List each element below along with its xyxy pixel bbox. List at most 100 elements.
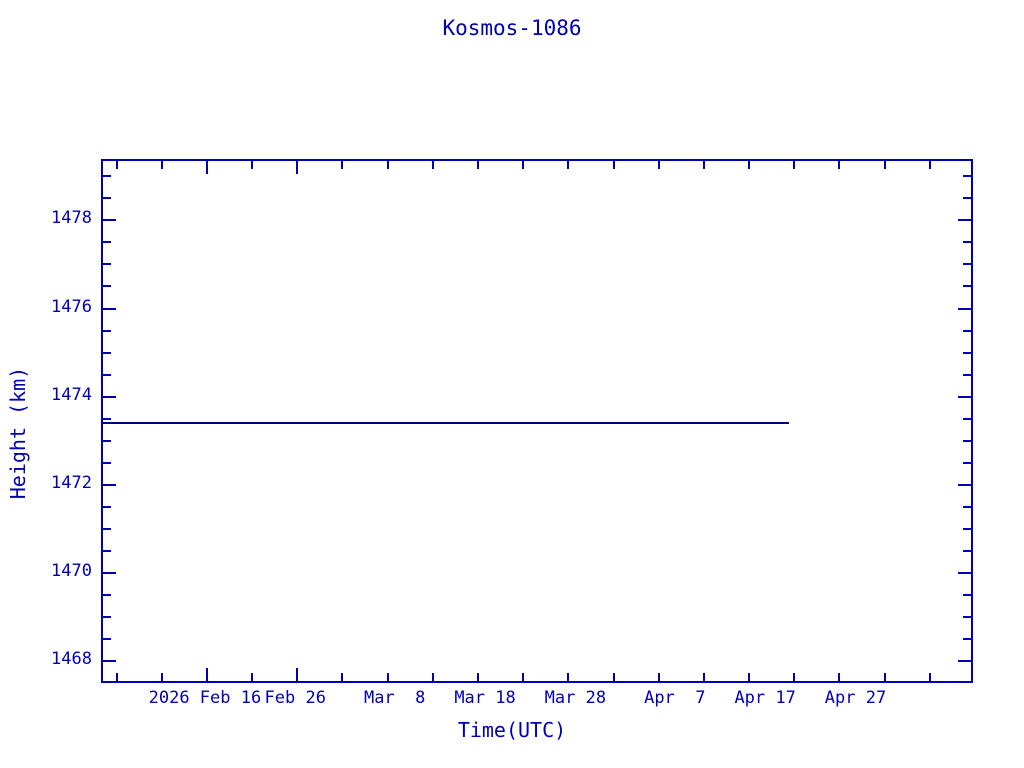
x-axis-tick xyxy=(160,673,163,681)
y-axis-tick xyxy=(963,461,971,464)
x-axis-tick xyxy=(205,161,208,174)
x-axis-tick xyxy=(928,161,931,169)
x-axis-tick xyxy=(702,673,705,681)
y-axis-tick xyxy=(103,637,111,640)
x-axis-tick xyxy=(115,161,118,169)
plot-area xyxy=(103,161,971,681)
x-axis-tick xyxy=(748,673,751,681)
x-axis-tick xyxy=(251,161,254,169)
x-axis-tick xyxy=(793,161,796,169)
x-axis-tick-label: Mar 18 xyxy=(454,688,516,708)
x-axis-tick-label: Apr 17 xyxy=(734,688,796,708)
y-axis-tick-label: 1476 xyxy=(51,296,92,317)
x-axis-tick xyxy=(296,668,299,681)
y-axis-tick xyxy=(958,483,971,486)
x-axis-tick xyxy=(838,673,841,681)
y-axis-tick xyxy=(103,571,116,574)
y-axis-tick xyxy=(963,329,971,332)
y-axis-tick-label: 1472 xyxy=(51,472,92,493)
x-axis-tick xyxy=(477,673,479,681)
x-axis-tick xyxy=(883,673,886,681)
y-axis-tick xyxy=(958,571,971,574)
x-axis-tick xyxy=(341,673,344,681)
y-axis-tick xyxy=(958,395,971,398)
y-axis-tick-labels: 1468 1470 1472 1474 1476 1478 xyxy=(0,0,92,768)
x-axis-tick-label: 2026 Feb 16 xyxy=(148,688,262,708)
x-axis-tick xyxy=(431,161,434,169)
y-axis-tick xyxy=(103,549,111,552)
y-axis-tick xyxy=(103,263,111,266)
y-axis-tick xyxy=(103,659,116,662)
x-axis-tick xyxy=(477,161,479,169)
data-series-line xyxy=(103,422,789,424)
y-axis-tick xyxy=(963,615,971,618)
x-axis-tick xyxy=(567,161,570,169)
y-axis-tick xyxy=(103,395,116,398)
y-axis-tick xyxy=(958,659,971,662)
y-axis-tick xyxy=(963,505,971,508)
y-axis-tick xyxy=(103,417,111,420)
x-axis-tick xyxy=(928,673,931,681)
y-axis-tick xyxy=(963,197,971,200)
y-axis-tick xyxy=(103,373,111,376)
x-axis-tick xyxy=(838,161,841,169)
x-axis-tick xyxy=(793,673,796,681)
y-axis-tick xyxy=(963,637,971,640)
y-axis-tick xyxy=(103,351,111,354)
plot-frame xyxy=(101,159,973,683)
y-axis-tick xyxy=(103,307,116,310)
y-axis-tick xyxy=(963,351,971,354)
y-axis-tick xyxy=(963,175,971,178)
y-axis-tick xyxy=(963,549,971,552)
y-axis-tick xyxy=(958,307,971,310)
y-axis-tick xyxy=(963,373,971,376)
x-axis-tick xyxy=(386,673,389,681)
y-axis-tick-label: 1474 xyxy=(51,384,92,405)
y-axis-tick xyxy=(958,219,971,222)
x-axis-tick xyxy=(567,673,570,681)
y-axis-tick-label: 1470 xyxy=(51,560,92,581)
y-axis-tick xyxy=(103,505,111,508)
y-axis-tick-label: 1468 xyxy=(51,648,92,669)
x-axis-tick xyxy=(296,161,299,174)
y-axis-tick xyxy=(103,527,111,530)
x-axis-tick-label: Apr 7 xyxy=(644,688,706,708)
x-axis-tick-label: Apr 27 xyxy=(824,688,887,708)
x-axis-tick xyxy=(431,673,434,681)
x-axis-tick xyxy=(386,161,389,169)
y-axis-tick xyxy=(103,483,116,486)
x-axis-tick-label: Feb 26 xyxy=(264,688,326,708)
x-axis-tick xyxy=(657,161,660,169)
y-axis-tick xyxy=(963,439,971,442)
x-axis-tick xyxy=(522,673,525,681)
y-axis-tick xyxy=(963,241,971,244)
y-axis-tick xyxy=(963,593,971,596)
x-axis-tick xyxy=(612,161,615,169)
y-axis-tick xyxy=(963,285,971,288)
y-axis-tick xyxy=(103,329,111,332)
x-axis-tick xyxy=(612,673,615,681)
y-axis-tick xyxy=(963,263,971,266)
x-axis-tick xyxy=(115,673,118,681)
y-axis-tick-label: 1478 xyxy=(51,208,92,229)
y-axis-tick xyxy=(103,285,111,288)
x-axis-tick-label: Mar 8 xyxy=(363,688,426,708)
x-axis-tick xyxy=(251,673,254,681)
x-axis-tick-label: Mar 28 xyxy=(544,688,607,708)
y-axis-tick xyxy=(103,241,111,244)
x-axis-tick xyxy=(205,668,208,681)
x-axis-tick xyxy=(341,161,344,169)
y-axis-tick xyxy=(103,197,111,200)
x-axis-tick-labels: 2026 Feb 16 Feb 26 Mar 8 Mar 18 Mar 28 Apr 7 A… xyxy=(0,688,1024,714)
x-axis-tick xyxy=(883,161,886,169)
y-axis-tick xyxy=(103,615,111,618)
x-axis-tick xyxy=(702,161,705,169)
x-axis-title: Time(UTC) xyxy=(457,718,567,742)
y-axis-tick xyxy=(103,439,111,442)
y-axis-tick xyxy=(963,527,971,530)
x-axis-tick xyxy=(657,673,660,681)
y-axis-tick xyxy=(963,417,971,420)
x-axis-tick xyxy=(522,161,525,169)
chart-title: Kosmos-1086 xyxy=(442,16,582,40)
